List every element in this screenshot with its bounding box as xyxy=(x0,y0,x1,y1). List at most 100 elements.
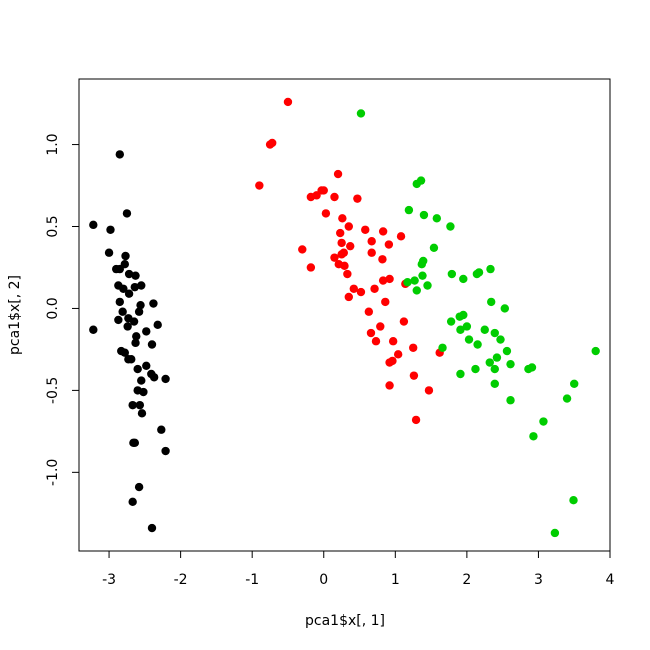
data-point-series-3 xyxy=(356,109,366,118)
data-point-series-1 xyxy=(114,315,123,325)
y-tick-label: 0.0 xyxy=(45,297,61,319)
data-point-series-1 xyxy=(129,438,138,448)
data-point-series-2 xyxy=(333,169,343,179)
data-point-series-1 xyxy=(142,361,151,371)
data-point-series-2 xyxy=(255,181,264,190)
data-point-series-2 xyxy=(385,274,394,284)
data-point-series-3 xyxy=(438,343,447,352)
data-point-series-2 xyxy=(388,337,398,346)
data-point-series-1 xyxy=(122,209,132,218)
data-point-series-3 xyxy=(419,210,429,220)
data-point-series-1 xyxy=(149,373,159,382)
data-point-series-2 xyxy=(378,255,387,264)
data-point-series-3 xyxy=(432,214,442,223)
x-tick-label: -2 xyxy=(174,572,188,588)
data-point-series-3 xyxy=(410,276,419,285)
data-point-series-2 xyxy=(338,214,347,223)
data-point-series-2 xyxy=(378,227,388,236)
data-point-series-1 xyxy=(131,271,140,280)
data-point-series-1 xyxy=(161,446,170,456)
x-axis: -3 -2 -1 0 1 2 3 4 xyxy=(102,550,615,588)
data-point-series-2 xyxy=(306,192,316,202)
data-point-series-2 xyxy=(344,292,353,302)
data-point-series-3 xyxy=(569,495,578,505)
data-point-series-1 xyxy=(147,523,157,533)
data-point-series-2 xyxy=(396,232,406,241)
data-point-series-2 xyxy=(336,228,345,238)
x-tick-label: 4 xyxy=(606,572,615,588)
data-point-series-2 xyxy=(424,386,434,395)
data-point-series-3 xyxy=(480,325,489,334)
data-point-series-2 xyxy=(340,261,349,271)
data-point-series-2 xyxy=(321,209,331,218)
data-point-series-1 xyxy=(136,300,145,310)
y-tick-label: 0.5 xyxy=(45,215,61,237)
data-point-series-3 xyxy=(412,286,421,295)
data-point-series-3 xyxy=(487,297,496,307)
data-point-series-3 xyxy=(404,205,414,215)
data-point-series-2 xyxy=(356,287,366,297)
data-point-series-1 xyxy=(130,282,140,292)
data-point-series-2 xyxy=(364,307,374,316)
data-point-series-1 xyxy=(121,251,130,261)
y-tick-label: 1.0 xyxy=(45,133,61,155)
data-point-series-2 xyxy=(378,276,388,285)
data-point-series-3 xyxy=(500,304,510,313)
data-point-series-3 xyxy=(506,359,515,369)
data-point-series-1 xyxy=(129,317,139,326)
data-point-series-2 xyxy=(370,284,379,293)
data-point-series-3 xyxy=(502,346,512,356)
data-point-series-1 xyxy=(161,374,170,384)
data-point-series-1 xyxy=(119,284,128,293)
data-point-series-2 xyxy=(376,322,385,331)
data-point-series-1 xyxy=(89,220,98,230)
x-axis-title: pca1$x[, 1] xyxy=(305,613,385,629)
data-point-series-2 xyxy=(393,350,403,359)
data-point-series-3 xyxy=(464,335,474,344)
data-point-series-2 xyxy=(353,194,362,203)
y-tick-label: -1.0 xyxy=(45,459,61,486)
data-point-series-1 xyxy=(115,264,124,274)
plot-frame xyxy=(78,78,611,552)
data-point-series-3 xyxy=(412,179,421,189)
data-point-series-1 xyxy=(104,248,114,257)
data-point-series-1 xyxy=(134,482,144,492)
data-point-series-3 xyxy=(472,269,482,279)
data-point-series-1 xyxy=(131,338,140,348)
data-point-series-2 xyxy=(343,269,352,279)
x-tick-label: -1 xyxy=(245,572,259,588)
data-point-series-2 xyxy=(411,415,421,425)
data-point-series-3 xyxy=(471,364,480,374)
data-point-series-3 xyxy=(492,353,502,362)
data-point-series-2 xyxy=(306,263,316,272)
data-point-series-1 xyxy=(115,297,124,307)
data-point-series-2 xyxy=(361,225,370,234)
data-point-series-1 xyxy=(142,327,151,336)
data-point-series-1 xyxy=(135,400,145,410)
data-point-series-3 xyxy=(490,379,499,389)
data-point-series-1 xyxy=(147,340,157,349)
data-point-series-1 xyxy=(128,400,137,410)
data-point-series-1 xyxy=(137,409,147,418)
data-point-series-3 xyxy=(403,278,412,287)
data-point-series-1 xyxy=(89,325,98,334)
data-point-series-2 xyxy=(409,371,419,380)
data-point-series-3 xyxy=(570,379,579,389)
data-point-series-1 xyxy=(137,376,146,385)
data-point-series-2 xyxy=(388,356,397,366)
data-points xyxy=(89,97,600,538)
data-point-series-2 xyxy=(337,250,346,259)
data-point-series-1 xyxy=(128,497,137,507)
data-point-series-2 xyxy=(381,297,390,307)
data-point-series-3 xyxy=(527,363,537,372)
data-point-series-3 xyxy=(550,528,560,538)
data-point-series-2 xyxy=(399,317,409,326)
data-point-series-1 xyxy=(120,348,130,357)
data-point-series-2 xyxy=(344,222,353,231)
data-point-series-1 xyxy=(149,299,158,308)
x-tick-label: 0 xyxy=(319,572,328,588)
data-point-series-2 xyxy=(367,237,376,246)
data-point-series-2 xyxy=(385,381,394,390)
data-point-series-1 xyxy=(153,320,162,330)
